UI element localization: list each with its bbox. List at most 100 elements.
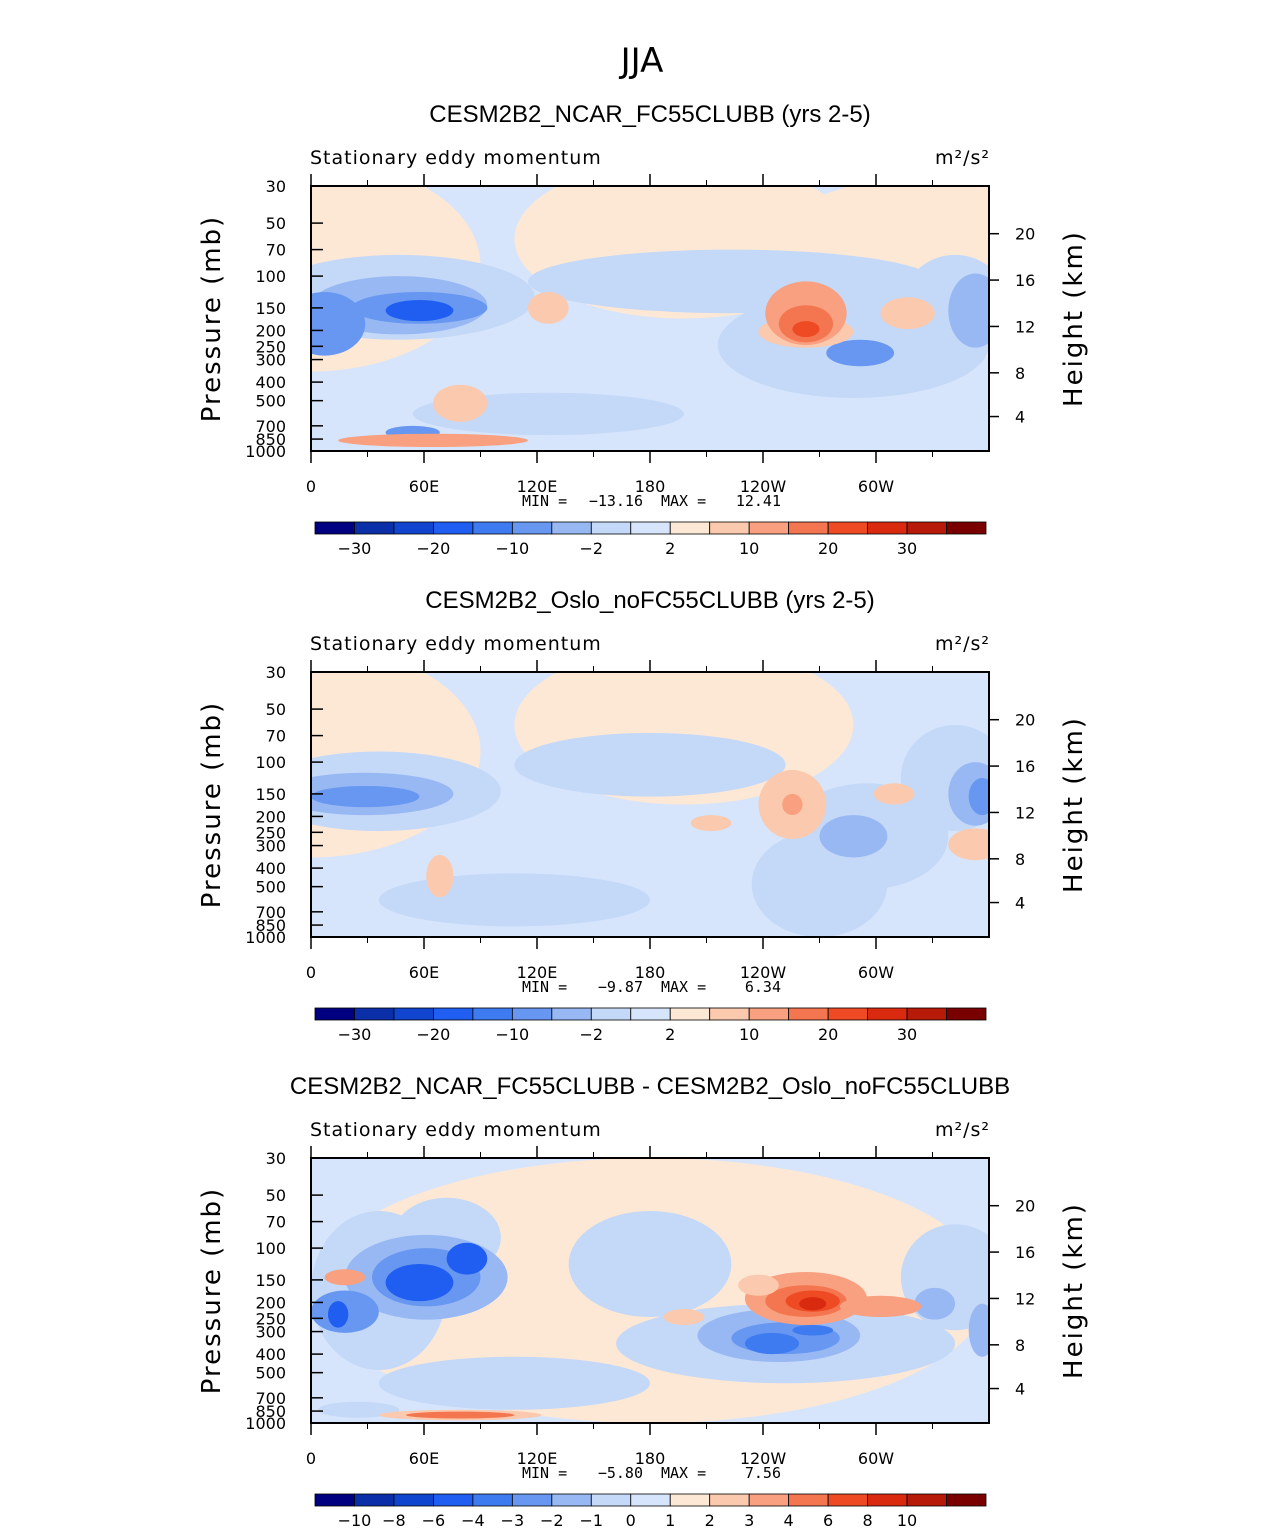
contour-region [873, 783, 915, 805]
colorbar-swatch [867, 1493, 908, 1507]
y-tick-label: 200 [255, 1293, 286, 1312]
y-right-axis-title: Height (km) [1059, 716, 1089, 893]
panel-title: CESM2B2_NCAR_FC55CLUBB (yrs 2-5) [429, 101, 870, 128]
min-label: MIN = [522, 492, 567, 510]
colorbar-label: 20 [818, 539, 838, 558]
colorbar-swatch [590, 521, 632, 535]
contour-region [324, 1269, 366, 1286]
colorbar-swatch [551, 521, 592, 535]
y-right-tick-label: 4 [1015, 408, 1025, 427]
colorbar-swatch [906, 1007, 947, 1021]
colorbar-swatch [551, 1007, 592, 1021]
contour-region [799, 1297, 827, 1311]
colorbar-swatch [946, 1007, 987, 1021]
contour-region [317, 1401, 400, 1418]
y-right-tick-label: 20 [1015, 1197, 1035, 1216]
y-tick-label: 850 [255, 916, 286, 935]
y-tick-label: 50 [266, 700, 286, 719]
colorbar-swatch [314, 1493, 355, 1507]
y-right-axis-title: Height (km) [1059, 230, 1089, 407]
colorbar-label: 1 [665, 1511, 675, 1530]
contour-region [880, 297, 935, 330]
y-axis-title: Pressure (mb) [197, 701, 227, 908]
colorbar-swatch [433, 521, 474, 535]
left-string: Stationary eddy momentum [310, 147, 602, 169]
colorbar: −10 −8 −6 −4 −3 −2 −1 0 1 2 3 4 6 8 10 [314, 1493, 987, 1530]
colorbar-swatch [709, 521, 750, 535]
x-tick-label: 180 [635, 963, 666, 982]
colorbar-swatch [590, 1007, 632, 1021]
colorbar-label: −20 [417, 1025, 451, 1044]
chart-panel-2: CESM2B2_Oslo_noFC55CLUBB (yrs 2-5) Statio… [197, 587, 1089, 1044]
colorbar: −30 −20 −10 −2 2 10 20 30 [314, 1007, 987, 1044]
y-tick-label: 250 [255, 823, 286, 842]
contour-region [968, 778, 989, 816]
panel-title: CESM2B2_NCAR_FC55CLUBB - CESM2B2_Oslo_no… [290, 1073, 1010, 1100]
x-tick-label: 60E [409, 1449, 439, 1468]
max-value: 12.41 [736, 492, 781, 510]
figure-title: JJA [619, 41, 664, 81]
y-right-tick-label: 4 [1015, 1380, 1025, 1399]
colorbar-swatch [472, 521, 513, 535]
y-tick-label: 70 [266, 241, 286, 260]
colorbar-swatch [511, 1007, 553, 1021]
y-right-tick-label: 20 [1015, 711, 1035, 730]
colorbar-label: −10 [338, 1511, 372, 1530]
y-right-tick-label: 8 [1015, 364, 1025, 383]
y-tick-label: 50 [266, 1186, 286, 1205]
colorbar-label: −10 [495, 1025, 529, 1044]
contour-region [968, 1303, 989, 1357]
y-right-tick-label: 12 [1015, 1289, 1035, 1308]
colorbar-label: 3 [744, 1511, 754, 1530]
contour-region [385, 299, 454, 322]
min-value: −9.87 [598, 978, 643, 996]
max-label: MAX = [661, 978, 706, 996]
colorbar-swatch [827, 521, 868, 535]
y-tick-label: 30 [266, 1149, 286, 1168]
contour-region [744, 1332, 800, 1355]
y-tick-label: 70 [266, 1213, 286, 1232]
x-tick-label: 120W [740, 477, 787, 496]
y-right-tick-label: 12 [1015, 317, 1035, 336]
y-tick-label: 300 [255, 1323, 286, 1342]
x-tick-label: 60E [409, 477, 439, 496]
y-axis-title: Pressure (mb) [197, 215, 227, 422]
colorbar-label: 2 [705, 1511, 715, 1530]
colorbar-label: 6 [823, 1511, 833, 1530]
colorbar-label: −2 [579, 1025, 603, 1044]
x-tick-label: 180 [635, 477, 666, 496]
contour-region [568, 1211, 732, 1317]
contour-region [690, 815, 732, 831]
y-right-tick-label: 16 [1015, 271, 1035, 290]
colorbar-swatch [393, 1493, 434, 1507]
y-right-tick-label: 4 [1015, 894, 1025, 913]
y-tick-label: 850 [255, 430, 286, 449]
contour-region [426, 854, 454, 898]
min-value: −5.80 [598, 1464, 643, 1482]
colorbar-swatch [630, 521, 671, 535]
max-value: 6.34 [745, 978, 781, 996]
min-label: MIN = [522, 1464, 567, 1482]
y-tick-label: 700 [255, 417, 286, 436]
colorbar-label: −3 [501, 1511, 525, 1530]
colorbar-swatch [946, 1493, 987, 1507]
x-tick-label: 60E [409, 963, 439, 982]
colorbar-label: −10 [495, 539, 529, 558]
contour-region [839, 1295, 922, 1317]
y-right-tick-label: 16 [1015, 1243, 1035, 1262]
contour-region [378, 873, 650, 927]
y-tick-label: 850 [255, 1402, 286, 1421]
colorbar-swatch [354, 1007, 395, 1021]
contour-region [405, 1411, 515, 1419]
contour-region [527, 292, 569, 324]
contour-region [311, 785, 420, 808]
colorbar-swatch [669, 1007, 711, 1021]
colorbar-label: −20 [417, 539, 451, 558]
colorbar-swatch [709, 1493, 750, 1507]
contour-region [792, 321, 820, 338]
chart-panel-1: CESM2B2_NCAR_FC55CLUBB (yrs 2-5) Stationa… [197, 101, 1089, 558]
contour-region [433, 384, 488, 422]
contour-field [311, 1158, 989, 1423]
contour-region [378, 1356, 650, 1410]
colorbar-swatch [867, 521, 908, 535]
